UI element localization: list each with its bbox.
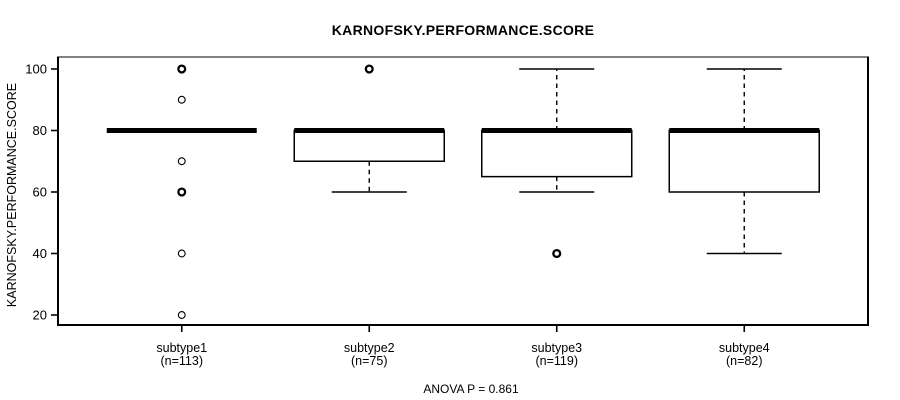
- y-axis-tick-label: 20: [33, 308, 47, 323]
- sample-size-label-subtype4: (n=82): [726, 354, 762, 368]
- sample-size-label-subtype2: (n=75): [351, 354, 387, 368]
- sample-size-label-subtype3: (n=119): [535, 354, 578, 368]
- outlier-point-subtype3-40: [552, 248, 562, 259]
- category-label-subtype4: subtype4: [719, 341, 770, 355]
- y-axis-tick-label: 40: [33, 246, 47, 261]
- chart-title: KARNOFSKY.PERFORMANCE.SCORE: [332, 22, 594, 38]
- y-axis-tick-label: 100: [25, 61, 47, 76]
- y-axis-tick-label: 80: [33, 123, 47, 138]
- outlier-point-subtype1-60: [177, 187, 187, 197]
- outlier-point-subtype2-100: [364, 64, 374, 74]
- y-axis-tick-label: 60: [33, 184, 47, 199]
- box-subtype3: [481, 129, 633, 178]
- category-label-subtype1: subtype1: [156, 341, 207, 355]
- box-subtype2: [293, 129, 445, 162]
- anova-footer-text: ANOVA P = 0.861: [423, 382, 519, 396]
- box-subtype4: [668, 129, 820, 193]
- outlier-point-subtype1-70: [177, 157, 186, 166]
- sample-size-label-subtype1: (n=113): [160, 354, 203, 368]
- outlier-point-subtype1-40: [177, 249, 186, 258]
- category-label-subtype3: subtype3: [531, 341, 582, 355]
- y-axis-label: KARNOFSKY.PERFORMANCE.SCORE: [5, 83, 19, 307]
- category-label-subtype2: subtype2: [344, 341, 395, 355]
- outlier-point-subtype1-90: [177, 95, 186, 104]
- plot-area: 20 40 60 80 100 subtype1(n=113) subtype2(n=75)…: [25, 56, 869, 368]
- outlier-point-subtype1-100: [177, 64, 187, 74]
- outlier-point-subtype1-20: [177, 311, 186, 319]
